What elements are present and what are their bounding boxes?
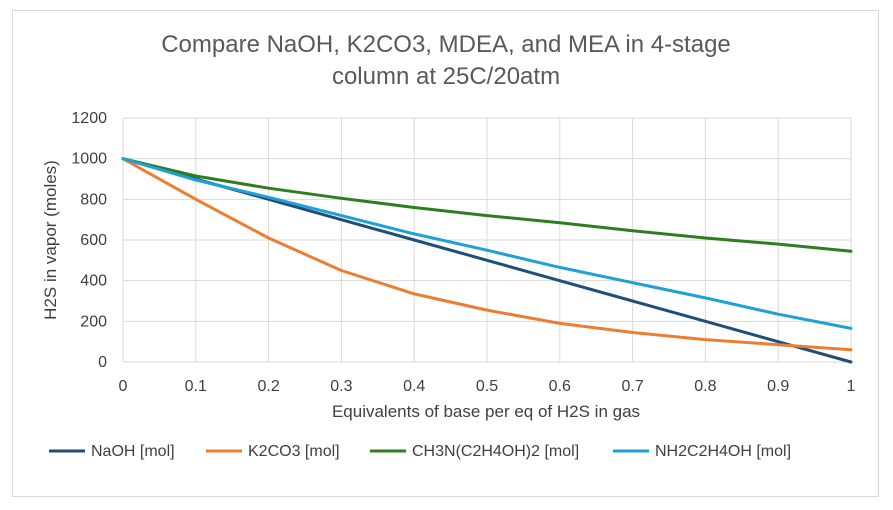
x-tick-label: 0.6 — [549, 378, 571, 395]
x-tick-label: 0.5 — [476, 378, 498, 395]
legend-label-3: CH3N(C2H4OH)2 [mol] — [412, 443, 579, 460]
x-tick-label: 0.2 — [257, 378, 279, 395]
x-tick-label: 1 — [847, 378, 856, 395]
y-tick-label: 600 — [80, 232, 107, 249]
x-tick-label: 0 — [119, 378, 128, 395]
x-tick-label: 0.3 — [330, 378, 352, 395]
chart-title: Compare NaOH, K2CO3, MDEA, and MEA in 4-… — [161, 31, 731, 90]
y-tick-label: 0 — [98, 354, 107, 371]
x-tick-label: 0.9 — [767, 378, 789, 395]
y-tick-label: 800 — [80, 191, 107, 208]
series-line-2 — [121, 157, 853, 352]
y-tick-label: 1200 — [71, 110, 107, 127]
legend-label-4: NH2C2H4OH [mol] — [655, 443, 791, 460]
x-tick-label: 0.4 — [403, 378, 425, 395]
legend: NaOH [mol] K2CO3 [mol] CH3N(C2H4OH)2 [mol]… — [49, 443, 791, 460]
y-tick-label: 200 — [80, 313, 107, 330]
legend-label-2: K2CO3 [mol] — [248, 443, 340, 460]
series-lines — [121, 157, 853, 364]
y-axis-title: H2S in vapor (moles) — [41, 160, 60, 320]
chart-title-line-1: Compare NaOH, K2CO3, MDEA, and MEA in 4-… — [161, 31, 731, 58]
x-axis-ticks: 0 0.1 0.2 0.3 0.4 0.5 0.6 0.7 0.8 0.9 1 — [119, 378, 856, 395]
x-axis-title: Equivalents of base per eq of H2S in gas — [332, 402, 640, 421]
series-line-4 — [121, 157, 853, 330]
y-axis-ticks: 0 200 400 600 800 1000 1200 — [71, 110, 107, 371]
x-tick-label: 0.8 — [694, 378, 716, 395]
gridlines — [122, 117, 852, 363]
chart-frame — [12, 10, 879, 497]
y-tick-label: 400 — [80, 273, 107, 290]
x-tick-label: 0.7 — [621, 378, 643, 395]
y-tick-label: 1000 — [71, 151, 107, 168]
series-line-3 — [121, 157, 853, 253]
chart-title-line-2: column at 25C/20atm — [332, 63, 560, 90]
x-tick-label: 0.1 — [185, 378, 207, 395]
legend-label-1: NaOH [mol] — [91, 443, 175, 460]
